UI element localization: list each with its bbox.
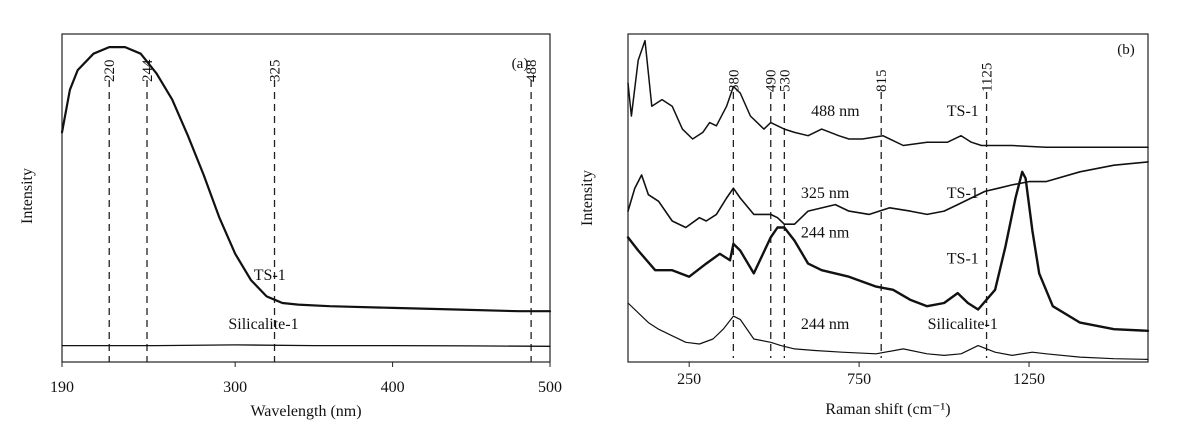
curve-label: 244 nm (801, 224, 850, 241)
x-axis-label: Wavelength (nm) (250, 403, 361, 420)
panel-b-raman: 250 750 1250 Raman shift (cm⁻¹) Intensity (b)… (579, 33, 1150, 418)
x-tick-label: 190 (50, 379, 74, 396)
x-tick-label: 300 (223, 379, 247, 396)
plot-frame (61, 33, 551, 363)
x-tick-label: 250 (677, 371, 701, 388)
peak-marker-label: 490 (764, 70, 780, 93)
x-tick-label: 400 (381, 379, 405, 396)
peak-marker-label: 1125 (980, 63, 996, 92)
series-line-244-nm-silicalite-1 (627, 302, 1149, 360)
y-axis-label: Intensity (579, 170, 596, 226)
series-line-325-nm-ts-1 (627, 161, 1149, 229)
curve-label: TS-1 (947, 251, 979, 268)
series-line-silicalite-1 (61, 344, 551, 347)
y-axis-label: Intensity (19, 168, 36, 224)
peak-marker-label: 244 (140, 59, 156, 82)
peak-marker-label: 220 (102, 60, 118, 82)
peak-marker-label: 380 (726, 70, 742, 93)
curve-label: TS-1 (947, 185, 979, 202)
x-tick-label: 1250 (1013, 371, 1045, 388)
peak-marker-label: 815 (874, 70, 890, 93)
panel-label: (b) (1117, 42, 1135, 58)
curve-label: TS-1 (254, 267, 286, 284)
plot-frame (627, 33, 1149, 363)
peak-marker-label: 530 (777, 70, 793, 93)
series-line-488-nm-ts-1 (627, 39, 1149, 148)
panel-label: (a) (512, 56, 529, 72)
series-line-ts-1 (60, 46, 552, 313)
x-axis-label: Raman shift (cm⁻¹) (825, 401, 950, 418)
curve-label: 325 nm (801, 185, 850, 202)
curve-label: 488 nm (811, 103, 860, 120)
curve-label: TS-1 (947, 103, 979, 120)
curve-label: 244 nm (801, 316, 850, 333)
panel-a-uv-vis: 190 300 400 500 Wavelength (nm) Intensity (a) 2… (19, 33, 562, 420)
x-tick-label: 500 (538, 379, 562, 396)
x-tick-label: 750 (847, 371, 871, 388)
curve-label: Silicalite-1 (228, 316, 298, 333)
peak-marker-label: 488 (524, 60, 540, 83)
series-line-244-nm-ts-1 (626, 170, 1150, 332)
peak-marker-label: 325 (268, 60, 284, 83)
curve-label: Silicalite-1 (928, 316, 998, 333)
